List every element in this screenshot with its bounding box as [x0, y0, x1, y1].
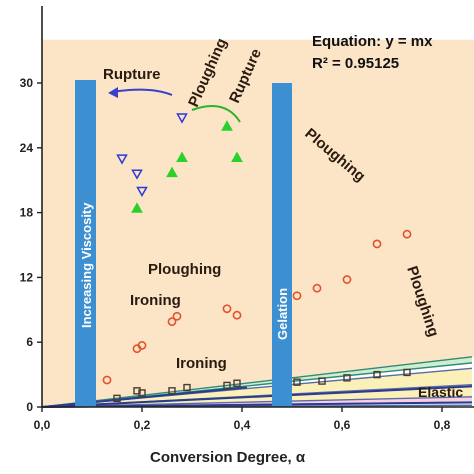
data-point-square	[168, 387, 176, 395]
x-tick-label: 0,2	[134, 418, 151, 432]
x-tick-label: 0,4	[234, 418, 251, 432]
data-point-square	[113, 394, 121, 403]
data-point-square	[138, 389, 146, 397]
region-layer	[41, 39, 474, 408]
y-tick-label: 18	[20, 206, 34, 220]
x-tick-label: 0,0	[34, 418, 51, 432]
x-tick-label: 0,6	[334, 418, 351, 432]
data-point-triangle-up	[176, 151, 188, 163]
axes	[41, 6, 474, 408]
data-point-circle	[222, 304, 232, 314]
data-point-circle	[292, 291, 302, 301]
ploughing-arrow	[191, 105, 241, 123]
data-point-triangle-down	[131, 169, 143, 180]
tick-layer: 0,0 0,2 0,4 0,6 0,8 0 6 12 18 24 30	[20, 76, 451, 432]
r-squared-label: R² = 0.95125	[312, 55, 399, 72]
increasing-viscosity-label: Increasing Viscosity	[79, 202, 94, 328]
equation-label: Equation: y = mx	[312, 33, 433, 50]
data-point-square	[293, 378, 301, 386]
gelation-bar	[272, 83, 292, 407]
data-point-square	[318, 377, 326, 385]
region-label-ironing-low: Ironing	[176, 355, 227, 372]
data-point-triangle-up	[166, 166, 178, 178]
data-point-circle	[232, 310, 242, 320]
y-tick-label: 0	[26, 400, 33, 414]
bar-layer: Increasing Viscosity Gelation	[75, 80, 292, 407]
data-point-triangle-up	[221, 120, 233, 131]
data-point-circle	[167, 317, 177, 327]
region-label-ironing-mid: Ironing	[130, 292, 181, 309]
rupture-arrowhead	[108, 87, 118, 98]
x-axis-title: Conversion Degree, α	[150, 449, 306, 466]
data-point-circle	[312, 283, 322, 293]
data-point-triangle-up	[231, 151, 243, 163]
data-point-triangle-down	[136, 186, 148, 198]
data-point-square	[373, 370, 381, 379]
region-label-elastic: Elastic	[418, 384, 463, 400]
data-point-triangle-down	[176, 113, 188, 124]
increasing-viscosity-bar	[75, 80, 96, 407]
data-point-circle	[137, 341, 147, 350]
data-point-square	[233, 379, 241, 387]
x-tick-label: 0,8	[434, 418, 451, 432]
data-point-square	[343, 374, 351, 382]
data-point-square	[133, 387, 141, 395]
point-layer	[102, 113, 412, 403]
data-point-circle	[102, 375, 112, 385]
data-point-circle	[372, 239, 382, 249]
region-label-ploughing-mid: Ploughing	[148, 261, 221, 278]
y-tick-label: 6	[26, 335, 33, 349]
y-tick-label: 24	[20, 141, 34, 155]
data-point-square	[183, 383, 191, 392]
data-point-triangle-down	[116, 154, 128, 165]
fit-line	[41, 385, 473, 408]
rupture-region	[42, 39, 474, 407]
region-label-rupture-top: Rupture	[103, 66, 161, 83]
data-point-square	[403, 368, 411, 377]
data-point-circle	[342, 275, 352, 284]
rupture-arrow	[111, 88, 173, 96]
data-point-square	[223, 381, 231, 390]
y-tick-label: 12	[20, 270, 34, 284]
gelation-label: Gelation	[275, 288, 290, 340]
data-point-circle	[402, 229, 412, 239]
data-point-triangle-up	[131, 202, 143, 213]
y-tick-label: 30	[20, 76, 34, 90]
data-point-circle	[172, 311, 182, 321]
